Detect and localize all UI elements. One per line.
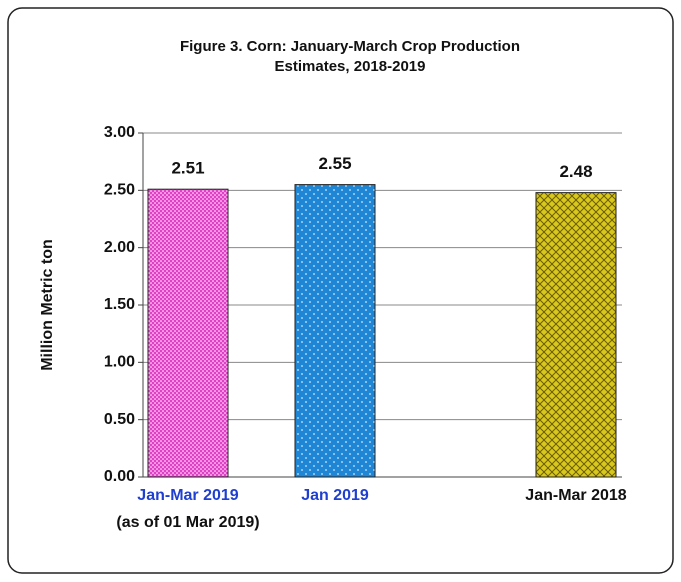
y-tick-label: 0.00 [104, 468, 135, 485]
y-axis-label: Million Metric ton [39, 239, 56, 371]
data-label: 2.48 [559, 162, 592, 181]
bar [294, 184, 376, 478]
y-tick-label: 3.00 [104, 124, 135, 141]
y-tick-label: 1.00 [104, 354, 135, 371]
chart-title: Estimates, 2018-2019 [275, 58, 426, 75]
bar [147, 188, 229, 478]
y-tick-label: 1.50 [104, 296, 135, 313]
x-tick-label: Jan-Mar 2019 [137, 487, 238, 504]
y-tick-label: 2.50 [104, 182, 135, 199]
data-label: 2.51 [171, 159, 204, 178]
x-tick-label: Jan 2019 [301, 487, 369, 504]
x-tick-label: Jan-Mar 2018 [525, 487, 626, 504]
x-tick-sublabel: (as of 01 Mar 2019) [116, 514, 259, 531]
y-tick-label: 0.50 [104, 411, 135, 428]
y-tick-label: 2.00 [104, 239, 135, 256]
bar [535, 192, 617, 478]
chart-title: Figure 3. Corn: January-March Crop Produ… [180, 38, 520, 55]
data-label: 2.55 [318, 154, 351, 173]
